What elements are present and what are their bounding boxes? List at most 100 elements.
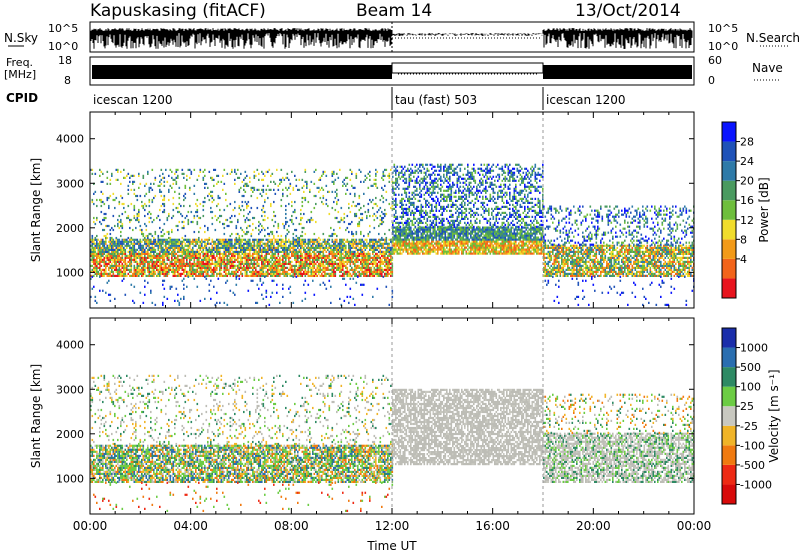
range-cell <box>247 266 250 269</box>
range-cell <box>429 242 432 245</box>
range-cell <box>157 260 160 263</box>
range-cell <box>195 252 197 255</box>
range-cell <box>118 246 121 249</box>
range-cell <box>121 250 124 253</box>
range-cell <box>223 256 226 259</box>
range-cell <box>428 242 430 245</box>
range-cell <box>405 228 408 231</box>
range-cell <box>274 248 277 251</box>
range-cell <box>240 226 242 230</box>
range-cell <box>99 258 101 261</box>
range-cell <box>166 254 169 257</box>
range-cell <box>243 194 245 198</box>
range-cell <box>428 246 430 249</box>
range-cell <box>220 180 223 183</box>
range-cell <box>219 268 221 271</box>
range-cell <box>357 252 359 255</box>
range-cell <box>358 224 361 228</box>
range-cell <box>312 218 314 222</box>
range-cell <box>261 252 263 255</box>
range-cell <box>112 248 115 251</box>
range-cell <box>292 236 295 240</box>
range-cell <box>234 178 236 181</box>
range-cell <box>355 256 358 259</box>
range-cell <box>325 262 328 265</box>
range-cell <box>319 274 322 277</box>
range-cell <box>360 242 362 245</box>
range-cell <box>243 244 245 247</box>
range-cell <box>253 248 256 251</box>
range-cell <box>213 266 215 269</box>
range-cell <box>234 200 236 204</box>
range-cell <box>94 252 97 255</box>
range-cell <box>325 244 328 247</box>
range-cell <box>124 248 127 251</box>
range-cell <box>196 238 199 241</box>
range-cell <box>144 264 146 267</box>
range-cell <box>217 240 220 243</box>
range-cell <box>390 256 392 259</box>
range-cell <box>388 174 391 177</box>
range-cell <box>343 272 346 275</box>
range-cell <box>216 246 218 249</box>
range-cell <box>204 240 206 243</box>
range-cell <box>303 262 305 265</box>
range-cell <box>447 236 450 239</box>
range-cell <box>178 192 181 195</box>
range-cell <box>174 299 176 302</box>
range-cell <box>190 250 193 253</box>
range-cell <box>157 270 160 273</box>
range-cell <box>357 224 359 228</box>
range-cell <box>307 218 310 222</box>
range-cell <box>270 246 272 249</box>
range-cell <box>391 204 394 208</box>
range-cell <box>364 258 367 261</box>
range-cell <box>195 264 197 267</box>
range-cell <box>100 204 103 208</box>
range-cell <box>112 244 115 247</box>
range-cell <box>273 200 275 204</box>
range-cell <box>396 242 399 245</box>
range-cell <box>364 264 367 267</box>
range-cell <box>295 234 298 238</box>
range-cell <box>105 254 107 257</box>
range-cell <box>228 250 230 253</box>
range-cell <box>219 262 221 265</box>
range-cell <box>223 244 226 247</box>
range-cell <box>452 230 454 233</box>
range-cell <box>238 204 241 208</box>
range-cell <box>216 218 218 222</box>
range-cell <box>172 246 175 249</box>
range-cell <box>171 246 173 249</box>
range-cell <box>181 172 184 175</box>
range-cell <box>393 246 396 249</box>
range-cell <box>339 264 341 267</box>
range-cell <box>349 258 352 261</box>
range-cell <box>118 270 121 273</box>
range-cell <box>169 242 172 245</box>
range-cell <box>378 264 380 267</box>
range-cell <box>198 230 200 234</box>
range-cell <box>112 270 115 273</box>
range-cell <box>207 270 209 273</box>
range-cell <box>204 230 206 234</box>
range-cell <box>217 250 220 253</box>
range-cell <box>261 256 263 259</box>
range-cell <box>324 272 326 275</box>
range-cell <box>244 266 247 269</box>
range-cell <box>198 260 200 263</box>
range-cell <box>304 268 307 271</box>
range-cell <box>337 210 340 214</box>
range-cell <box>93 254 95 257</box>
range-cell <box>372 252 374 255</box>
range-cell <box>219 208 221 212</box>
range-cell <box>264 260 266 263</box>
range-cell <box>226 240 229 243</box>
range-cell <box>298 248 301 251</box>
range-cell <box>100 274 103 277</box>
range-cell <box>159 258 161 261</box>
range-cell <box>132 248 134 251</box>
range-cell <box>127 184 130 187</box>
range-cell <box>114 248 116 251</box>
range-cell <box>391 272 394 275</box>
